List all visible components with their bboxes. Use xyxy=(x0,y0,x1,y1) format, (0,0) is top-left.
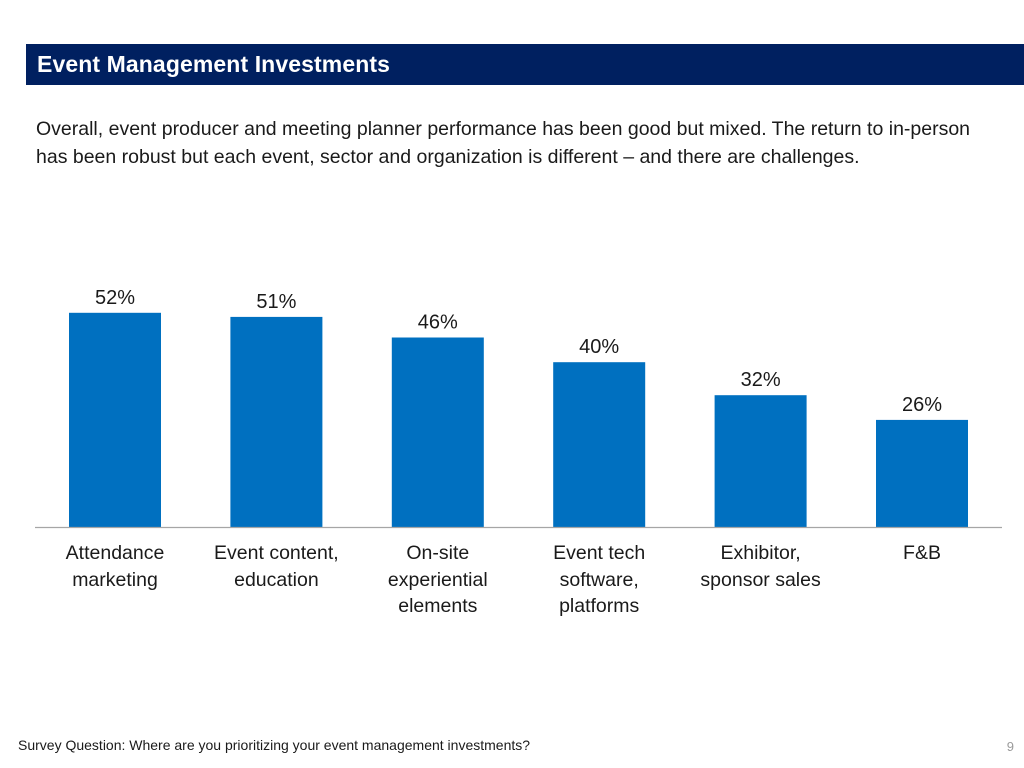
title-bar: Event Management Investments xyxy=(26,44,1024,85)
bar-6 xyxy=(876,419,968,527)
survey-question: Survey Question: Where are you prioritiz… xyxy=(18,737,531,753)
data-label-6: 26% xyxy=(902,394,942,416)
page-title: Event Management Investments xyxy=(37,51,391,77)
bar-5 xyxy=(714,395,807,527)
intro-paragraph: Overall, event producer and meeting plan… xyxy=(36,118,971,168)
category-label-5: Exhibitor, sponsor sales xyxy=(700,542,821,591)
bar-2 xyxy=(230,316,323,527)
bar-1 xyxy=(69,312,161,527)
category-label-3: On-site experiential elements xyxy=(387,542,488,617)
category-label-6: F&B xyxy=(903,542,941,564)
data-label-3: 46% xyxy=(418,312,458,334)
data-label-2: 51% xyxy=(256,291,296,313)
category-label-1: Attendance marketing xyxy=(65,542,165,591)
category-label-2: Event content, education xyxy=(214,542,339,591)
bar-3 xyxy=(391,337,484,527)
bar-4 xyxy=(553,362,646,527)
data-label-5: 32% xyxy=(741,369,781,391)
data-label-4: 40% xyxy=(579,336,619,358)
page-number: 9 xyxy=(1006,739,1014,754)
category-label-4: Event tech software, platforms xyxy=(553,542,646,617)
data-label-1: 52% xyxy=(95,287,135,309)
